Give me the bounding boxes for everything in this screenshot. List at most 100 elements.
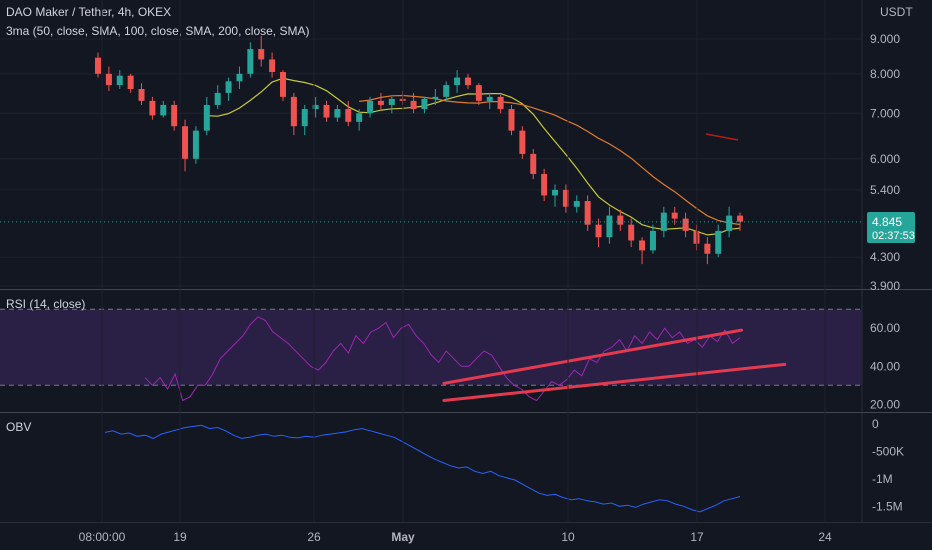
- time-tick-label: 17: [690, 530, 704, 544]
- candle-body: [182, 126, 189, 159]
- candle-body: [682, 218, 689, 231]
- obv-tick-label: 0: [872, 417, 879, 431]
- price-tick-label: 7.000: [870, 106, 900, 120]
- candle-body: [432, 96, 439, 99]
- candle-body: [606, 215, 613, 238]
- candle-body: [704, 243, 711, 254]
- candle-body: [541, 173, 548, 196]
- candle-body: [95, 57, 101, 74]
- candles: [95, 35, 743, 265]
- candle-body: [323, 104, 330, 118]
- candle-body: [367, 100, 374, 114]
- indicator-legend: 3ma (50, close, SMA, 100, close, SMA, 20…: [6, 24, 309, 38]
- rsi-tick-label: 60.00: [870, 321, 900, 335]
- candle-body: [258, 49, 265, 60]
- candle-body: [715, 230, 722, 254]
- price-tick-label: 3.900: [870, 279, 900, 293]
- candle-body: [552, 189, 559, 196]
- candle-body: [171, 104, 178, 127]
- rsi-trendlines[interactable]: [442, 328, 787, 402]
- candle-body: [671, 212, 678, 219]
- candle-body: [149, 100, 156, 116]
- candle-body: [573, 201, 580, 207]
- time-tick-label: 24: [818, 530, 832, 544]
- candle-body: [127, 75, 134, 89]
- candle-body: [290, 96, 297, 127]
- candle-body: [203, 104, 210, 131]
- moving-averages: [206, 77, 741, 236]
- candle-body: [301, 109, 308, 127]
- price-pane[interactable]: DAO Maker / Tether, 4h, OKEX 3ma (50, cl…: [0, 5, 915, 293]
- candle-body: [192, 130, 199, 159]
- candle-body: [443, 85, 450, 97]
- price-tick-label: 9.000: [870, 32, 900, 46]
- candle-body: [225, 81, 232, 93]
- obv-axis[interactable]: 0 -500K -1M -1.5M: [872, 417, 904, 513]
- rsi-pane[interactable]: RSI (14, close) 60.00 40.00 20.00: [0, 297, 900, 411]
- rsi-label: RSI (14, close): [6, 297, 85, 311]
- obv-line: [104, 424, 741, 513]
- time-tick-label: 08:00:00: [79, 530, 126, 544]
- obv-pane[interactable]: OBV 0 -500K -1M -1.5M: [6, 417, 904, 513]
- candle-body: [105, 73, 112, 86]
- candle-body: [377, 100, 384, 105]
- price-axis[interactable]: 9.000 8.000 7.000 6.000 5.400 4.845 4.300 3.900: [870, 32, 900, 293]
- candle-body: [334, 109, 341, 118]
- candle-body: [584, 201, 591, 225]
- rsi-tick-label: 20.00: [870, 397, 900, 411]
- candle-body: [410, 100, 417, 110]
- price-tick-label: 8.000: [870, 67, 900, 81]
- candle-body: [649, 230, 656, 251]
- price-tick-label: 5.400: [870, 183, 900, 197]
- candle-body: [519, 130, 526, 154]
- candle-body: [660, 212, 667, 231]
- rsi-trendline: [442, 362, 787, 402]
- price-badge-value: 4.845: [872, 215, 902, 229]
- obv-tick-label: -1M: [872, 472, 893, 486]
- candle-body: [116, 75, 123, 86]
- candle-body: [595, 224, 602, 238]
- price-badge-countdown: 02:37:53: [872, 230, 915, 242]
- candle-body: [628, 224, 635, 241]
- rsi-tick-label: 40.00: [870, 359, 900, 373]
- rsi-band: [0, 309, 862, 386]
- candle-body: [693, 230, 700, 244]
- candle-body: [138, 88, 145, 101]
- price-badge: 4.845 02:37:53: [867, 212, 915, 243]
- candle-body: [562, 189, 569, 207]
- ma-50-line: [206, 77, 741, 236]
- candle-body: [530, 153, 537, 174]
- rsi-axis[interactable]: 60.00 40.00 20.00: [870, 321, 900, 411]
- price-badge-box: [867, 212, 915, 243]
- time-tick-label: 19: [173, 530, 187, 544]
- candle-body: [345, 109, 352, 122]
- time-axis[interactable]: 08:00:00 19 26 May 10 17 24: [79, 530, 832, 544]
- candle-body: [617, 215, 624, 225]
- candle-body: [269, 59, 276, 72]
- candle-body: [160, 104, 167, 116]
- ma-100-line: [359, 94, 741, 226]
- obv-tick-label: -500K: [872, 445, 904, 459]
- candle-body: [214, 92, 221, 105]
- candle-body: [356, 113, 363, 122]
- time-tick-label: May: [391, 530, 415, 544]
- candle-body: [388, 98, 395, 105]
- rsi-line: [144, 316, 741, 402]
- chart-title: DAO Maker / Tether, 4h, OKEX: [6, 5, 171, 19]
- ma-200-line: [705, 133, 739, 141]
- candle-body: [279, 71, 286, 97]
- candle-body: [464, 77, 471, 86]
- candle-body: [737, 215, 743, 222]
- obv-tick-label: -1.5M: [872, 499, 903, 513]
- candle-body: [247, 49, 254, 74]
- candle-body: [454, 77, 461, 86]
- candle-body: [508, 109, 515, 131]
- time-tick-label: 10: [561, 530, 575, 544]
- candle-body: [486, 96, 493, 101]
- rsi-trendline: [442, 328, 744, 385]
- obv-label: OBV: [6, 420, 31, 434]
- currency-label: USDT: [880, 5, 913, 19]
- candle-body: [497, 96, 504, 110]
- time-grid: [101, 0, 826, 522]
